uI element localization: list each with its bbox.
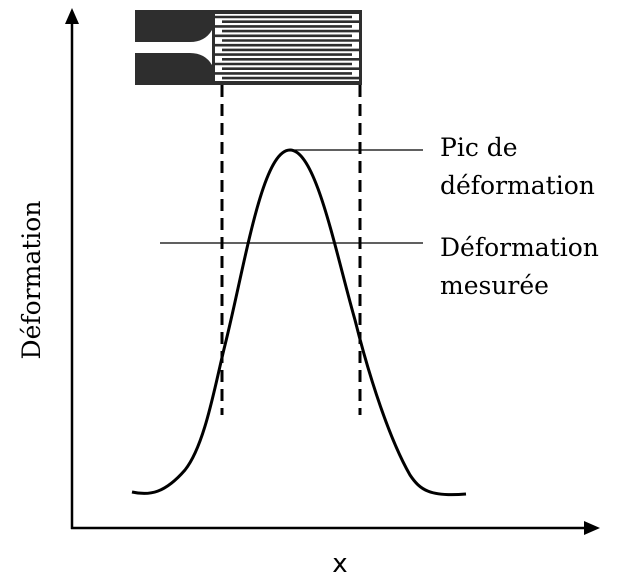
x-arrow xyxy=(584,521,600,535)
annotation-text: déformation xyxy=(440,171,595,200)
annotation-text: Déformation xyxy=(440,233,599,262)
strain-gauge xyxy=(135,10,362,85)
y-arrow xyxy=(65,8,79,24)
y-axis-label: Déformation xyxy=(17,201,46,360)
axes xyxy=(70,22,588,530)
x-axis-label: x xyxy=(332,549,347,576)
annotation-text: mesurée xyxy=(440,271,549,300)
gauge-edges xyxy=(220,85,362,415)
strain-curve xyxy=(131,148,467,497)
annotation-text: Pic de xyxy=(440,133,518,162)
